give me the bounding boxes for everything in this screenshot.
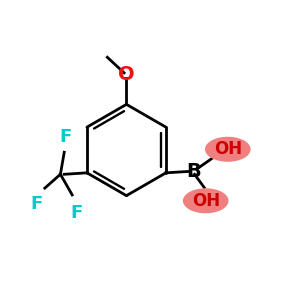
Text: F: F (60, 128, 72, 146)
Ellipse shape (183, 188, 229, 213)
Ellipse shape (205, 137, 250, 162)
Text: F: F (31, 195, 43, 213)
Text: B: B (187, 162, 201, 181)
Text: O: O (118, 65, 135, 84)
Text: OH: OH (214, 140, 242, 158)
Text: OH: OH (192, 192, 220, 210)
Text: F: F (70, 204, 83, 222)
